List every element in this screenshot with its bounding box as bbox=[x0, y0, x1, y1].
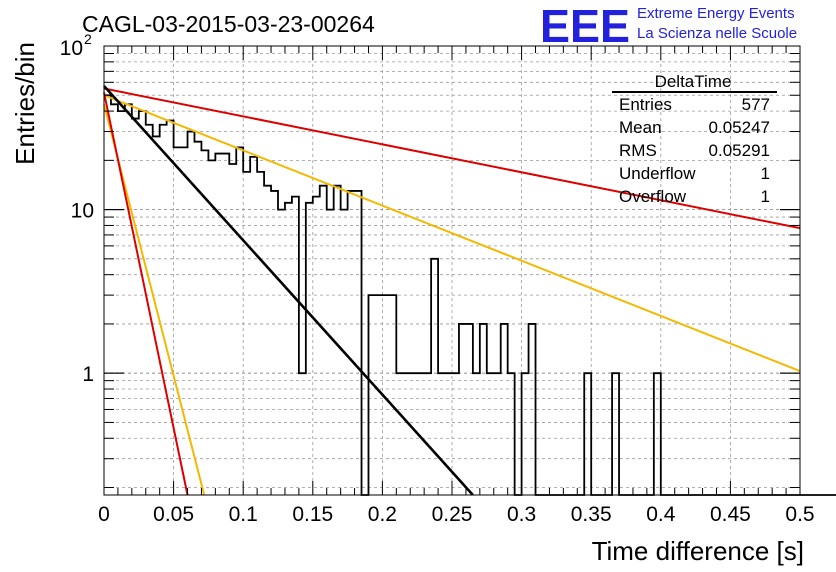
x-tick-label: 0.25 bbox=[432, 503, 473, 526]
x-tick-label: 0.4 bbox=[646, 503, 676, 526]
histogram-outline bbox=[104, 94, 836, 496]
stats-row-label: Entries bbox=[619, 95, 672, 114]
stats-row-label: Mean bbox=[619, 118, 662, 137]
y-tick-label: 10 bbox=[60, 37, 83, 60]
run-title: CAGL-03-2015-03-23-00264 bbox=[82, 11, 375, 37]
stats-row-label: RMS bbox=[619, 141, 657, 160]
stats-row-value: 577 bbox=[742, 95, 770, 114]
y-tick-label: 10 bbox=[71, 200, 94, 223]
fit-line-2 bbox=[103, 94, 801, 373]
x-axis-label: Time difference [s] bbox=[592, 536, 804, 566]
histogram-series bbox=[104, 94, 836, 496]
x-tick-label: 0 bbox=[98, 503, 110, 526]
eee-logo: EEE bbox=[540, 0, 630, 52]
x-tick-label: 0.05 bbox=[153, 503, 194, 526]
y-tick-exponent: 2 bbox=[84, 31, 92, 47]
org-name-line1: Extreme Energy Events bbox=[637, 5, 795, 22]
org-name-line2: La Scienza nelle Scuole bbox=[637, 25, 797, 42]
fit-line-3 bbox=[103, 85, 474, 496]
fit-line-1 bbox=[103, 87, 801, 230]
fit-lines bbox=[103, 85, 801, 496]
y-tick-label: 1 bbox=[82, 363, 94, 386]
stats-row-value: 1 bbox=[761, 187, 770, 206]
x-tick-label: 0.45 bbox=[710, 503, 751, 526]
stats-box: DeltaTime Entries 577 Mean 0.05247 RMS 0.0529… bbox=[612, 72, 777, 206]
x-tick-label: 0.15 bbox=[292, 503, 333, 526]
stats-title: DeltaTime bbox=[655, 72, 732, 91]
x-tick-label: 0.35 bbox=[571, 503, 612, 526]
x-tick-labels: 0 0.05 0.1 0.15 0.2 0.25 0.3 0.35 0.4 0.45 0.5 bbox=[98, 503, 814, 526]
stats-row-value: 0.05247 bbox=[709, 118, 770, 137]
stats-row-value: 1 bbox=[761, 164, 770, 183]
fit-line-5 bbox=[103, 92, 189, 496]
grid-lines bbox=[104, 46, 800, 495]
axis-ticks bbox=[103, 45, 801, 495]
x-tick-label: 0.5 bbox=[785, 503, 814, 526]
x-tick-label: 0.3 bbox=[507, 503, 536, 526]
x-tick-label: 0.2 bbox=[368, 503, 397, 526]
stats-row-value: 0.05291 bbox=[709, 141, 770, 160]
stats-row-label: Overflow bbox=[619, 187, 687, 206]
stats-row-label: Underflow bbox=[619, 164, 696, 183]
x-tick-label: 0.1 bbox=[229, 503, 258, 526]
y-axis-label: Entries/bin bbox=[10, 42, 40, 165]
